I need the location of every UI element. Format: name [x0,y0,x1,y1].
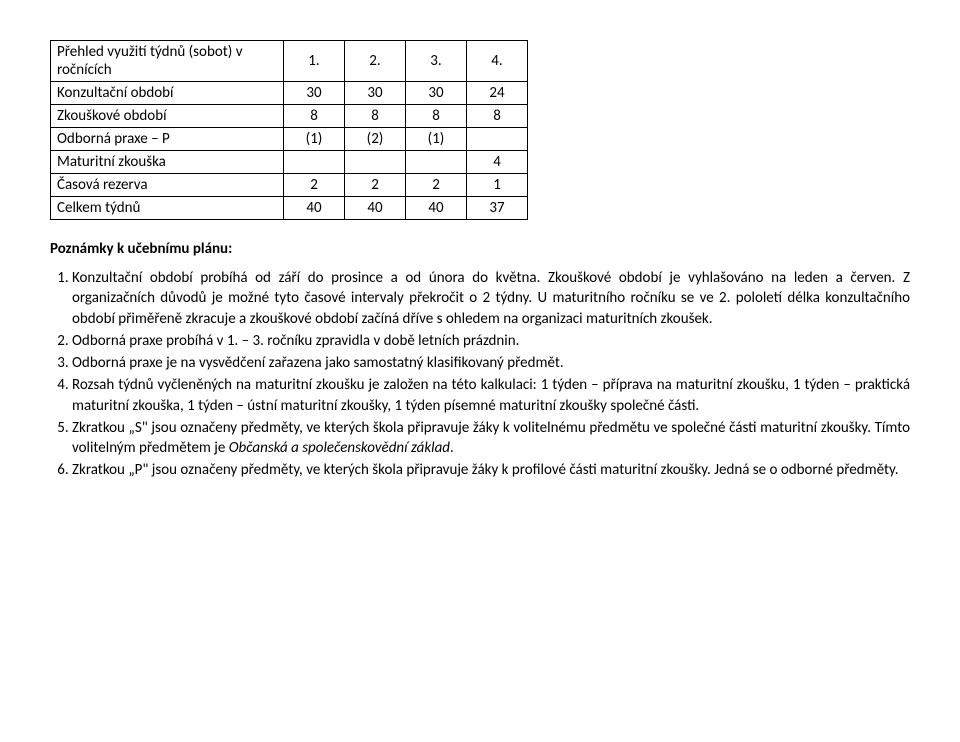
row-cell: 2 [345,174,406,197]
row-cell: 30 [406,82,467,105]
weeks-overview-table: Přehled využití týdnů (sobot) v ročnícíc… [50,40,528,220]
note-item: Odborná praxe je na vysvědčení zařazena … [72,353,910,373]
table-row: Maturitní zkouška 4 [51,151,528,174]
table-row: Celkem týdnů 40 40 40 37 [51,197,528,220]
row-cell: 40 [406,197,467,220]
table-row: Odborná praxe – P (1) (2) (1) [51,128,528,151]
row-cell: 8 [406,105,467,128]
table-header-col: 2. [345,41,406,82]
row-cell: 30 [345,82,406,105]
row-label: Konzultační období [51,82,284,105]
note-italic: Občanská a společenskovědní základ [229,439,450,457]
row-cell: 40 [284,197,345,220]
row-cell: 8 [467,105,528,128]
notes-heading: Poznámky k učebnímu plánu: [50,240,910,258]
row-cell: 40 [345,197,406,220]
table-header-col: 4. [467,41,528,82]
table-row: Konzultační období 30 30 30 24 [51,82,528,105]
table-header-col: 1. [284,41,345,82]
note-item: Odborná praxe probíhá v 1. – 3. ročníku … [72,331,910,351]
row-label: Maturitní zkouška [51,151,284,174]
row-cell: (2) [345,128,406,151]
note-text-after: . [450,439,454,457]
row-cell [284,151,345,174]
row-cell: 2 [284,174,345,197]
row-label: Celkem týdnů [51,197,284,220]
row-cell: 24 [467,82,528,105]
row-cell: 1 [467,174,528,197]
row-label: Časová rezerva [51,174,284,197]
table-row: Zkouškové období 8 8 8 8 [51,105,528,128]
row-cell: 2 [406,174,467,197]
row-cell: 4 [467,151,528,174]
row-cell: 37 [467,197,528,220]
row-cell: (1) [406,128,467,151]
note-item: Zkratkou „S" jsou označeny předměty, ve … [72,418,910,459]
table-header-label: Přehled využití týdnů (sobot) v ročnícíc… [51,41,284,82]
row-cell [345,151,406,174]
row-cell [406,151,467,174]
row-cell: (1) [284,128,345,151]
note-item: Konzultační období probíhá od září do pr… [72,268,910,329]
row-cell: 8 [284,105,345,128]
table-row: Časová rezerva 2 2 2 1 [51,174,528,197]
note-text-before: Zkratkou „S" jsou označeny předměty, ve … [72,419,910,457]
note-item: Zkratkou „P" jsou označeny předměty, ve … [72,460,910,480]
row-cell: 30 [284,82,345,105]
notes-list: Konzultační období probíhá od září do pr… [50,268,910,481]
row-label: Odborná praxe – P [51,128,284,151]
note-item: Rozsah týdnů vyčleněných na maturitní zk… [72,375,910,416]
row-cell [467,128,528,151]
row-cell: 8 [345,105,406,128]
table-header-col: 3. [406,41,467,82]
row-label: Zkouškové období [51,105,284,128]
